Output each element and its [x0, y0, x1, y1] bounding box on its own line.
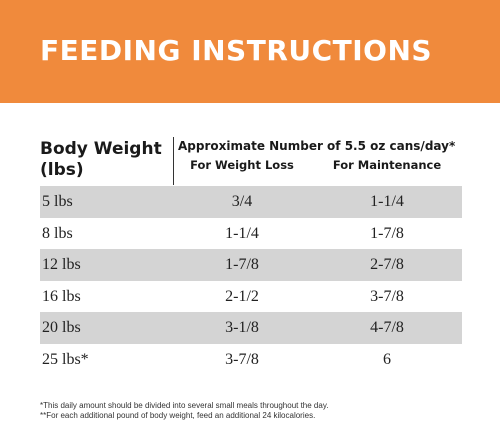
weight-cell: 8 lbs — [42, 224, 73, 242]
body-weight-header: Body Weight (lbs) — [40, 139, 162, 181]
weight-cell: 16 lbs — [42, 287, 81, 305]
body-weight-header-line1: Body Weight — [40, 139, 162, 159]
weight-loss-cell: 1-7/8 — [225, 256, 259, 273]
table-row: 25 lbs* 3-7/8 6 — [40, 344, 462, 376]
maintenance-cell: 1-1/4 — [370, 193, 404, 210]
cans-per-day-header: Approximate Number of 5.5 oz cans/day* — [178, 139, 456, 153]
maintenance-cell: 1-7/8 — [370, 224, 404, 242]
table-row: 8 lbs 1-1/4 1-7/8 — [40, 218, 462, 250]
maintenance-header: For Maintenance — [332, 158, 442, 172]
footnote-daily-amount: *This daily amount should be divided int… — [40, 401, 329, 410]
table-row: 16 lbs 2-1/2 3-7/8 — [40, 281, 462, 313]
body-weight-header-line2: (lbs) — [40, 160, 84, 180]
weight-loss-cell: 3-7/8 — [225, 350, 259, 368]
weight-cell: 25 lbs* — [42, 350, 89, 368]
feeding-instructions-banner: FEEDING INSTRUCTIONS — [0, 0, 500, 103]
weight-cell: 20 lbs — [42, 319, 81, 336]
table-row: 12 lbs 1-7/8 2-7/8 — [40, 249, 462, 281]
table-row: 20 lbs 3-1/8 4-7/8 — [40, 312, 462, 344]
weight-cell: 12 lbs — [42, 256, 81, 273]
weight-loss-cell: 3-1/8 — [225, 319, 259, 336]
maintenance-cell: 2-7/8 — [370, 256, 404, 273]
maintenance-cell: 4-7/8 — [370, 319, 404, 336]
table-row: 5 lbs 3/4 1-1/4 — [40, 186, 462, 218]
maintenance-cell: 3-7/8 — [370, 287, 404, 305]
weight-loss-cell: 1-1/4 — [225, 224, 259, 242]
subheader-row: For Weight Loss For Maintenance — [0, 158, 500, 176]
feeding-table: 5 lbs 3/4 1-1/4 8 lbs 1-1/4 1-7/8 12 lbs… — [40, 186, 462, 375]
banner-title: FEEDING INSTRUCTIONS — [40, 34, 433, 67]
weight-loss-cell: 2-1/2 — [225, 287, 259, 305]
weight-loss-header: For Weight Loss — [190, 158, 294, 172]
footnotes: *This daily amount should be divided int… — [40, 401, 328, 421]
maintenance-cell: 6 — [383, 350, 391, 368]
weight-cell: 5 lbs — [42, 193, 73, 210]
header-divider — [173, 137, 174, 185]
footnote-additional-pound: **For each additional pound of body weig… — [40, 411, 316, 420]
weight-loss-cell: 3/4 — [231, 193, 253, 210]
